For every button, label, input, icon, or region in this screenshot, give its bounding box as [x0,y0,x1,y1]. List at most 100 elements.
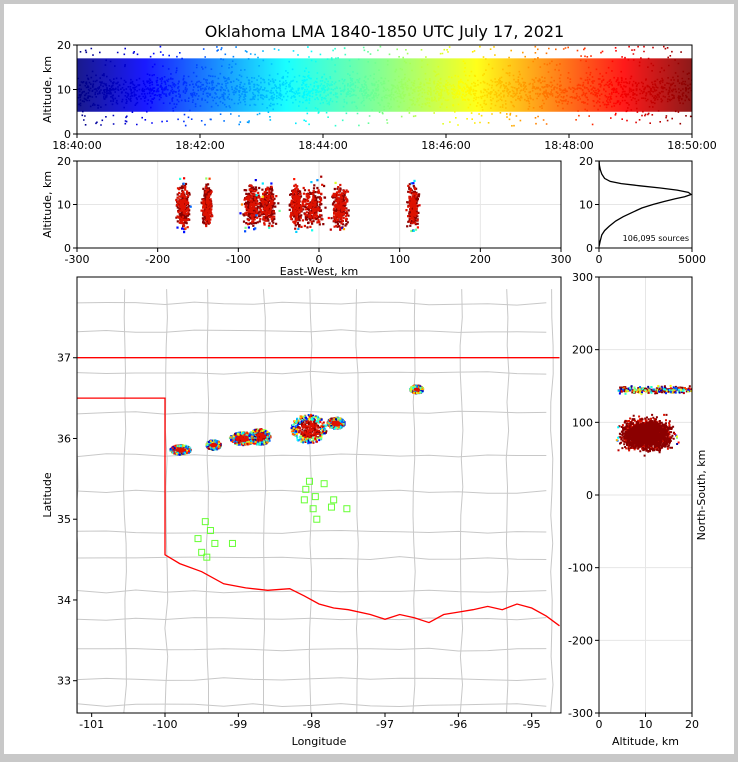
source-points [555,91,558,94]
source-points [179,177,182,180]
source-points [313,419,316,422]
source-points [255,428,265,434]
source-points [143,83,146,102]
source-points [369,94,371,97]
source-points [413,179,416,182]
source-points [429,87,432,96]
source-points [673,387,676,390]
source-points [662,388,665,391]
source-points [414,103,416,106]
source-points [320,90,322,93]
source-points [273,81,276,106]
source-points [647,389,650,392]
source-points [271,78,274,106]
x-tick-label: 20 [685,718,699,731]
x-tick-label: 18:48:00 [544,139,593,152]
source-points [626,93,629,109]
source-points [261,89,264,105]
source-points [98,86,101,89]
source-points [284,80,287,90]
source-points [254,53,257,106]
source-points [85,51,88,95]
source-points [440,90,443,106]
source-points [426,91,429,104]
source-points [276,73,279,75]
source-points [318,90,320,93]
source-points [264,391,422,444]
source-points [381,112,384,115]
lma-station-marker [343,505,351,513]
source-points [598,83,600,86]
source-points [455,92,458,95]
source-points [389,94,392,96]
source-points [443,48,446,51]
source-points [186,88,188,90]
source-points [248,443,251,446]
source-points [217,440,220,443]
source-points [253,387,413,442]
source-points [686,96,688,98]
source-points [293,178,296,181]
x-tick-label: 0 [316,253,323,266]
source-points [454,74,457,119]
source-points [118,84,121,87]
source-points [135,94,138,105]
source-points [631,83,634,99]
source-points [268,391,420,438]
source-points [366,94,369,98]
source-points [256,79,259,116]
source-points [241,93,243,95]
source-points [243,389,414,434]
source-points [226,78,228,80]
source-points [127,86,130,97]
source-points [404,82,407,96]
source-points [397,56,400,108]
source-points [467,98,470,109]
source-points [264,432,267,435]
source-points [295,230,298,233]
y-tick-label: 10 [57,199,71,212]
county-line [123,289,127,713]
source-points [478,113,480,115]
source-points [520,96,523,99]
source-points [339,87,341,90]
source-points [655,86,658,92]
county-line [77,453,547,458]
source-points [616,77,619,103]
source-points [164,81,167,89]
source-points [270,89,273,105]
source-points [666,82,668,84]
source-points [586,56,589,112]
source-points [361,85,364,103]
source-points [136,53,139,104]
source-points [337,386,424,430]
source-points [431,97,433,102]
source-points [656,96,658,98]
source-points [309,384,417,444]
source-points [682,390,685,392]
source-points [185,82,188,92]
source-points [506,87,509,91]
source-points [365,84,368,99]
source-points [250,442,253,445]
source-points [294,227,297,230]
source-points [265,90,268,92]
source-points [466,79,469,92]
source-points [297,227,300,230]
source-points [596,94,598,98]
source-points [361,84,363,95]
source-points [472,90,474,93]
y-tick-label: 35 [57,513,71,526]
source-points [338,80,341,82]
source-points [310,181,313,184]
source-points [263,81,266,84]
source-points [115,77,118,104]
source-points [199,86,201,88]
source-points [213,86,216,89]
source-points [110,85,113,91]
county-line [77,489,547,494]
source-points [637,389,639,391]
source-points [113,88,115,91]
source-points [647,391,650,394]
x-tick-label: 200 [470,253,491,266]
